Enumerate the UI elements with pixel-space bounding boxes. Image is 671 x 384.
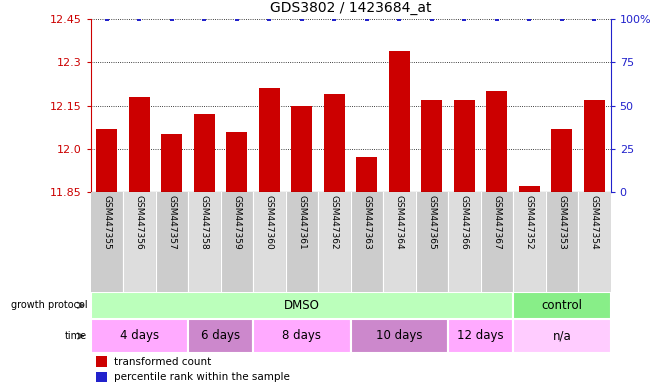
Bar bbox=[129, 97, 150, 192]
Bar bbox=[96, 356, 107, 367]
Bar bbox=[156, 192, 188, 292]
Text: GSM447363: GSM447363 bbox=[362, 195, 371, 250]
Text: growth protocol: growth protocol bbox=[11, 300, 87, 310]
Bar bbox=[421, 100, 442, 192]
Text: GSM447356: GSM447356 bbox=[135, 195, 144, 250]
Bar bbox=[454, 100, 475, 192]
Bar bbox=[91, 192, 123, 292]
Bar bbox=[351, 192, 383, 292]
Text: percentile rank within the sample: percentile rank within the sample bbox=[114, 372, 290, 382]
Text: 8 days: 8 days bbox=[282, 329, 321, 343]
Text: 4 days: 4 days bbox=[120, 329, 159, 343]
Text: DMSO: DMSO bbox=[284, 299, 320, 312]
Text: GSM447355: GSM447355 bbox=[103, 195, 111, 250]
Bar bbox=[448, 319, 513, 353]
Bar bbox=[253, 192, 286, 292]
Text: 6 days: 6 days bbox=[201, 329, 240, 343]
Bar bbox=[546, 192, 578, 292]
Bar bbox=[519, 186, 540, 192]
Bar bbox=[552, 129, 572, 192]
Text: GSM447359: GSM447359 bbox=[232, 195, 242, 250]
Bar bbox=[584, 100, 605, 192]
Bar bbox=[324, 94, 345, 192]
Bar bbox=[188, 192, 221, 292]
Bar bbox=[513, 292, 611, 319]
Text: GSM447354: GSM447354 bbox=[590, 195, 599, 250]
Bar bbox=[480, 192, 513, 292]
Bar bbox=[415, 192, 448, 292]
Bar bbox=[259, 88, 280, 192]
Bar bbox=[226, 131, 248, 192]
Bar bbox=[286, 192, 318, 292]
Bar bbox=[123, 192, 156, 292]
Bar bbox=[221, 192, 253, 292]
Text: time: time bbox=[65, 331, 87, 341]
Text: transformed count: transformed count bbox=[114, 357, 211, 367]
Bar bbox=[356, 157, 377, 192]
Bar bbox=[513, 192, 546, 292]
Bar bbox=[513, 319, 611, 353]
Text: GSM447361: GSM447361 bbox=[297, 195, 307, 250]
Text: control: control bbox=[541, 299, 582, 312]
Bar bbox=[96, 129, 117, 192]
Text: GSM447362: GSM447362 bbox=[330, 195, 339, 250]
Bar bbox=[351, 319, 448, 353]
Bar bbox=[383, 192, 415, 292]
Bar bbox=[194, 114, 215, 192]
Text: GSM447358: GSM447358 bbox=[200, 195, 209, 250]
Text: 12 days: 12 days bbox=[458, 329, 504, 343]
Bar bbox=[578, 192, 611, 292]
Bar bbox=[389, 51, 410, 192]
Text: GSM447365: GSM447365 bbox=[427, 195, 436, 250]
Text: 10 days: 10 days bbox=[376, 329, 423, 343]
Text: GSM447357: GSM447357 bbox=[167, 195, 176, 250]
Bar bbox=[96, 372, 107, 382]
Bar bbox=[161, 134, 183, 192]
Bar bbox=[448, 192, 480, 292]
Bar bbox=[188, 319, 253, 353]
Text: GSM447360: GSM447360 bbox=[265, 195, 274, 250]
Text: GSM447367: GSM447367 bbox=[493, 195, 501, 250]
Bar bbox=[291, 106, 313, 192]
Text: GSM447352: GSM447352 bbox=[525, 195, 534, 250]
Text: GSM447364: GSM447364 bbox=[395, 195, 404, 250]
Bar bbox=[318, 192, 350, 292]
Bar bbox=[91, 319, 188, 353]
Text: GSM447353: GSM447353 bbox=[558, 195, 566, 250]
Bar bbox=[486, 91, 507, 192]
Text: n/a: n/a bbox=[552, 329, 571, 343]
Bar bbox=[253, 319, 350, 353]
Bar bbox=[91, 292, 513, 319]
Title: GDS3802 / 1423684_at: GDS3802 / 1423684_at bbox=[270, 2, 431, 15]
Text: GSM447366: GSM447366 bbox=[460, 195, 469, 250]
